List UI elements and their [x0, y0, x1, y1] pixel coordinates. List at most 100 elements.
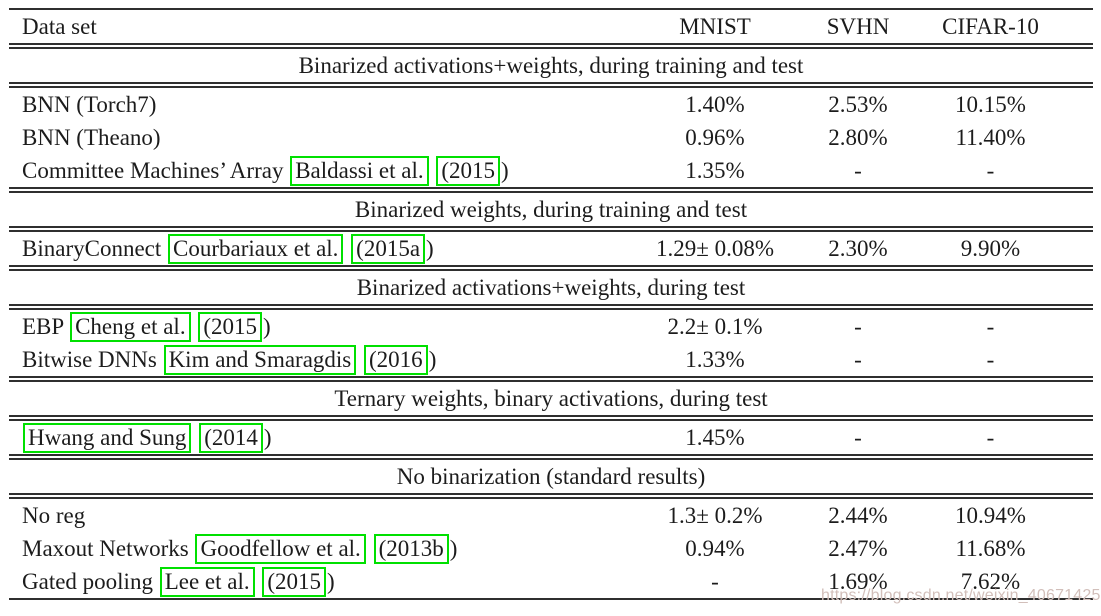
row-label: Maxout Networks Goodfellow et al. (2013b…	[9, 532, 630, 565]
mnist-value: -	[630, 565, 800, 600]
csdn-watermark-text: https://blog.csdn.net/weixin_40671425	[821, 587, 1101, 604]
row-label: BNN (Torch7)	[9, 85, 630, 121]
citation-link[interactable]: (2016	[364, 345, 428, 375]
row-label-text: )	[263, 425, 272, 450]
row-label: Hwang and Sung (2014)	[9, 418, 630, 460]
svhn-value: -	[800, 343, 916, 382]
row-label-text	[367, 536, 373, 561]
row-label-text: Committee Machines’ Array	[22, 158, 290, 183]
section-header-row: No binarization (standard results)	[9, 457, 1093, 499]
section-header-row: Binarized weights, during training and t…	[9, 190, 1093, 232]
row-label: Committee Machines’ Array Baldassi et al…	[9, 154, 630, 193]
mnist-value: 1.40%	[685, 92, 745, 117]
row-label-text	[192, 314, 198, 339]
svhn-value: 2.30%	[800, 229, 916, 271]
citation-link[interactable]: (2014	[199, 423, 263, 453]
mnist-value: 0.96%	[685, 125, 745, 150]
row-label-text: BNN (Theano)	[22, 125, 161, 150]
citation-link[interactable]: Courbariaux et al.	[168, 234, 344, 264]
row-label-text: )	[426, 236, 434, 261]
cifar10-value: 10.94%	[955, 503, 1026, 528]
row-label-text: No reg	[22, 503, 86, 528]
table-row: Committee Machines’ Array Baldassi et al…	[9, 154, 1093, 193]
row-label: BinaryConnect Courbariaux et al. (2015a)	[9, 229, 630, 271]
section-title: Binarized activations+weights, during tr…	[9, 46, 1093, 88]
citation-link[interactable]: Lee et al.	[159, 567, 255, 597]
mnist-value: 2.2± 0.1%	[667, 314, 763, 339]
cifar10-value: 9.90%	[916, 229, 1093, 271]
row-label-text: Bitwise DNNs	[22, 347, 163, 372]
citation-link[interactable]: Goodfellow et al.	[195, 534, 366, 564]
svhn-value: -	[800, 154, 916, 193]
citation-link[interactable]: (2015	[262, 567, 327, 597]
citation-link[interactable]: Kim and Smaragdis	[163, 345, 357, 375]
table-row: EBP Cheng et al. (2015) 2.2± 0.1% - -	[9, 307, 1093, 343]
row-label-text: )	[327, 569, 335, 594]
row-label: Gated pooling Lee et al. (2015)	[9, 565, 630, 600]
table-header-row: Data set MNIST SVHN CIFAR-10	[9, 8, 1093, 49]
column-header-dataset: Data set	[9, 8, 630, 49]
cifar10-value: -	[916, 418, 1093, 460]
svhn-value: 2.44%	[828, 503, 888, 528]
svhn-value: 2.80%	[828, 125, 888, 150]
row-label-text: )	[449, 536, 458, 561]
cifar10-value: -	[986, 314, 995, 339]
mnist-value: 1.3± 0.2%	[667, 503, 763, 528]
row-label: No reg	[9, 496, 630, 532]
row-label-text	[256, 569, 262, 594]
svhn-value: 2.53%	[828, 92, 888, 117]
row-label-text	[344, 236, 350, 261]
results-table: Data set MNIST SVHN CIFAR-10 Binarized a…	[9, 8, 1093, 600]
section-header-row: Binarized activations+weights, during tr…	[9, 46, 1093, 88]
citation-link[interactable]: Cheng et al.	[70, 312, 191, 342]
cifar10-value: 11.68%	[955, 536, 1026, 561]
row-label-text: )	[263, 314, 271, 339]
svhn-value: 2.47%	[828, 536, 888, 561]
cifar10-value: -	[916, 343, 1093, 382]
column-header-mnist: MNIST	[630, 8, 800, 49]
row-label-text	[192, 425, 198, 450]
row-label-text: )	[501, 158, 509, 183]
citation-link[interactable]: (2015	[198, 312, 262, 342]
table-row: Gated pooling Lee et al. (2015) -1.69% 7.6…	[9, 565, 1093, 600]
mnist-value: 1.29± 0.08%	[630, 229, 800, 271]
row-label-text: EBP	[22, 314, 70, 339]
row-label: BNN (Theano)	[9, 121, 630, 154]
citation-link[interactable]: (2013b	[373, 534, 449, 564]
svhn-value: 1.69%	[800, 565, 916, 600]
table-row: No reg 1.3± 0.2% 2.44% 10.94%	[9, 496, 1093, 532]
cifar10-value: -	[916, 154, 1093, 193]
svhn-value: -	[854, 314, 862, 339]
table-row: BNN (Theano) 0.96% 2.80% 11.40%	[9, 121, 1093, 154]
table-row: Hwang and Sung (2014) 1.45% - -	[9, 418, 1093, 460]
row-label-text	[357, 347, 363, 372]
section-title: No binarization (standard results)	[9, 457, 1093, 499]
row-label-text: Gated pooling	[22, 569, 159, 594]
section-title: Binarized weights, during training and t…	[9, 190, 1093, 232]
citation-link[interactable]: Baldassi et al.	[290, 156, 429, 186]
row-label-text: Maxout Networks	[22, 536, 195, 561]
column-header-cifar10: CIFAR-10	[916, 8, 1093, 49]
citation-link[interactable]: (2015	[436, 156, 501, 186]
svhn-value: -	[800, 418, 916, 460]
row-label: Bitwise DNNs Kim and Smaragdis (2016)	[9, 343, 630, 382]
cifar10-value: 10.15%	[955, 92, 1026, 117]
row-label: EBP Cheng et al. (2015)	[9, 307, 630, 343]
mnist-value: 1.45%	[630, 418, 800, 460]
section-header-row: Binarized activations+weights, during te…	[9, 268, 1093, 310]
section-header-row: Ternary weights, binary activations, dur…	[9, 379, 1093, 421]
citation-link[interactable]: (2015a	[351, 234, 426, 264]
cifar10-value: 7.62%	[916, 565, 1093, 600]
section-title: Binarized activations+weights, during te…	[9, 268, 1093, 310]
table-row: Maxout Networks Goodfellow et al. (2013b…	[9, 532, 1093, 565]
row-label-text: )	[428, 347, 437, 372]
mnist-value: 1.35%	[630, 154, 800, 193]
row-label-text: BinaryConnect	[22, 236, 167, 261]
section-title: Ternary weights, binary activations, dur…	[9, 379, 1093, 421]
table-row: Bitwise DNNs Kim and Smaragdis (2016) 1.3…	[9, 343, 1093, 382]
row-label-text	[430, 158, 436, 183]
results-table-body: Binarized activations+weights, during tr…	[9, 46, 1093, 600]
column-header-svhn: SVHN	[800, 8, 916, 49]
citation-link[interactable]: Hwang and Sung	[23, 423, 192, 453]
